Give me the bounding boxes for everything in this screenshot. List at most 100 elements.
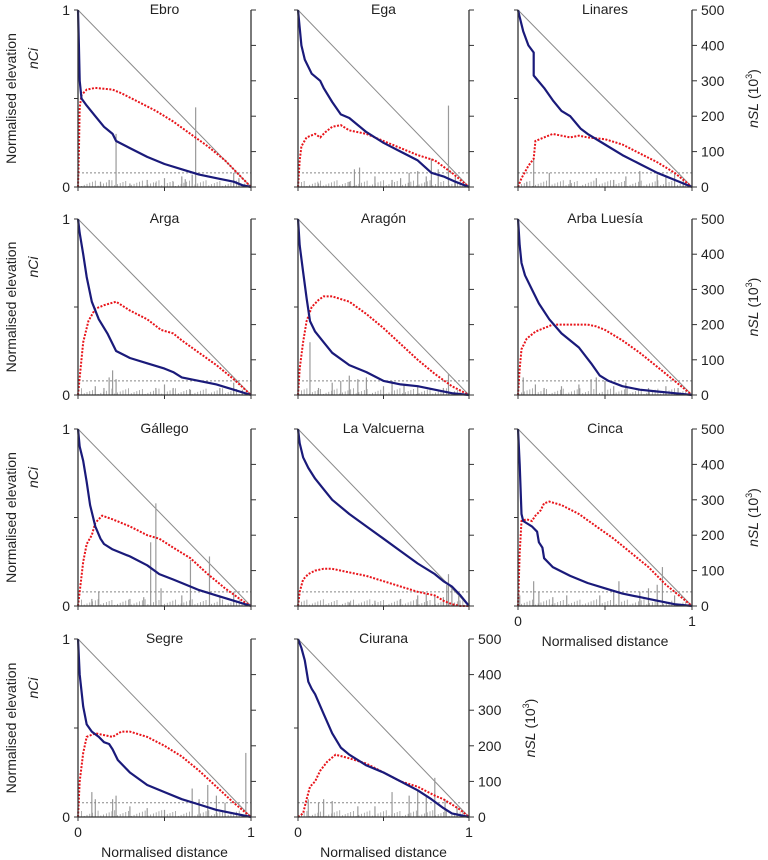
panel-linares: Linares 0 100 200 300 400 500 nSL (103) <box>514 1 761 195</box>
profile-curve <box>516 218 693 397</box>
tick-label: 0 <box>701 598 709 614</box>
tick-label: 0 <box>62 179 70 195</box>
tick-label: 400 <box>701 246 725 262</box>
panel-title: Arga <box>150 210 180 226</box>
tick-label: 400 <box>478 667 502 683</box>
left-axis-title: Normalised elevation <box>3 242 19 373</box>
tick-label: 1 <box>465 824 473 840</box>
right-axis-title: nSL (103) <box>521 699 538 758</box>
right-axis-title: nSL (103) <box>744 488 761 547</box>
tick-label: 1 <box>62 2 70 18</box>
tick-label: 100 <box>701 563 725 579</box>
reference-line <box>517 428 693 607</box>
tick-label: 100 <box>701 144 725 160</box>
tick-label: 300 <box>478 702 502 718</box>
profile-curve <box>516 9 693 189</box>
x-axis-title: Normalised distance <box>542 633 669 649</box>
nci-curve <box>517 500 693 607</box>
tick-label: 200 <box>701 108 725 124</box>
x-axis-title: Normalised distance <box>320 844 447 860</box>
x-axis-title: Normalised distance <box>101 844 228 860</box>
profile-curve <box>76 638 252 819</box>
nci-axis-title: nCi <box>25 466 41 488</box>
profile-curve <box>296 218 470 397</box>
tick-label: 300 <box>701 281 725 297</box>
reference-line <box>297 9 470 188</box>
tick-label: 0 <box>514 613 522 629</box>
left-axis-title: Normalised elevation <box>3 663 19 794</box>
panel-title: Cinca <box>587 420 623 436</box>
tick-label: 0 <box>294 824 302 840</box>
reference-line <box>297 428 470 607</box>
nci-curve <box>297 295 470 396</box>
tick-label: 300 <box>701 492 725 508</box>
reference-line <box>77 638 252 818</box>
nci-curve <box>517 323 693 396</box>
profile-curve <box>76 9 252 189</box>
tick-label: 0 <box>62 598 70 614</box>
panel-aragon: Aragón <box>294 210 474 399</box>
nci-curve <box>77 514 252 607</box>
tick-label: 100 <box>701 352 725 368</box>
reference-line <box>297 638 470 818</box>
panel-ega: Ega <box>294 1 474 191</box>
reference-line <box>77 428 252 607</box>
profile-curve <box>516 428 693 608</box>
reference-line <box>77 218 252 396</box>
profile-curve <box>296 428 470 607</box>
panel-title: Linares <box>582 1 628 17</box>
tick-label: 500 <box>701 2 725 18</box>
reference-line <box>517 218 693 396</box>
nci-axis-title: nCi <box>25 47 41 69</box>
panel-title: Segre <box>146 630 184 646</box>
nci-axis-title: nCi <box>25 677 41 699</box>
panel-segre: Segre 1 0 Normalised elevation nCi 0 1 Normalis… <box>3 630 256 860</box>
panel-arga: Arga 1 0 Normalised elevation nCi <box>3 210 256 403</box>
tick-label: 400 <box>701 37 725 53</box>
tick-label: 200 <box>701 527 725 543</box>
tick-label: 1 <box>688 613 696 629</box>
reference-line <box>297 218 470 396</box>
tick-label: 1 <box>62 211 70 227</box>
panel-gallego: Gállego 1 0 Normalised elevation nCi <box>3 420 256 614</box>
right-axis-title: nSL (103) <box>744 278 761 337</box>
tick-label: 400 <box>701 456 725 472</box>
tick-label: 300 <box>701 73 725 89</box>
tick-label: 200 <box>478 738 502 754</box>
tick-label: 1 <box>62 421 70 437</box>
panel-title: Ebro <box>150 1 180 17</box>
tick-label: 0 <box>478 809 486 825</box>
tick-label: 0 <box>701 387 709 403</box>
tick-label: 200 <box>701 317 725 333</box>
tick-label: 0 <box>62 809 70 825</box>
panel-title: Ciurana <box>359 630 408 646</box>
profile-curve <box>296 638 470 819</box>
reference-line <box>517 9 693 188</box>
left-axis-title: Normalised elevation <box>3 452 19 583</box>
nci-axis-title: nCi <box>25 256 41 278</box>
panel-title: Ega <box>371 1 396 17</box>
left-axis-title: Normalised elevation <box>3 33 19 164</box>
tick-label: 0 <box>74 824 82 840</box>
nci-curve <box>297 124 470 188</box>
tick-label: 0 <box>701 179 709 195</box>
panel-title: Aragón <box>361 210 406 226</box>
nci-curve <box>77 300 252 396</box>
tick-label: 1 <box>62 631 70 647</box>
panel-title: Gállego <box>140 420 188 436</box>
tick-label: 500 <box>478 631 502 647</box>
profile-curve <box>76 218 252 397</box>
panel-ebro: Ebro 1 0 Normalised elevation nCi <box>3 1 256 195</box>
tick-label: 500 <box>701 421 725 437</box>
reference-line <box>77 9 252 188</box>
panel-title: La Valcuerna <box>343 420 425 436</box>
tick-label: 500 <box>701 211 725 227</box>
tick-label: 1 <box>247 824 255 840</box>
nci-curve <box>77 86 252 188</box>
right-axis-title: nSL (103) <box>744 69 761 128</box>
nci-curve <box>297 567 469 607</box>
nci-curve <box>517 132 693 188</box>
profile-curve <box>76 428 252 608</box>
